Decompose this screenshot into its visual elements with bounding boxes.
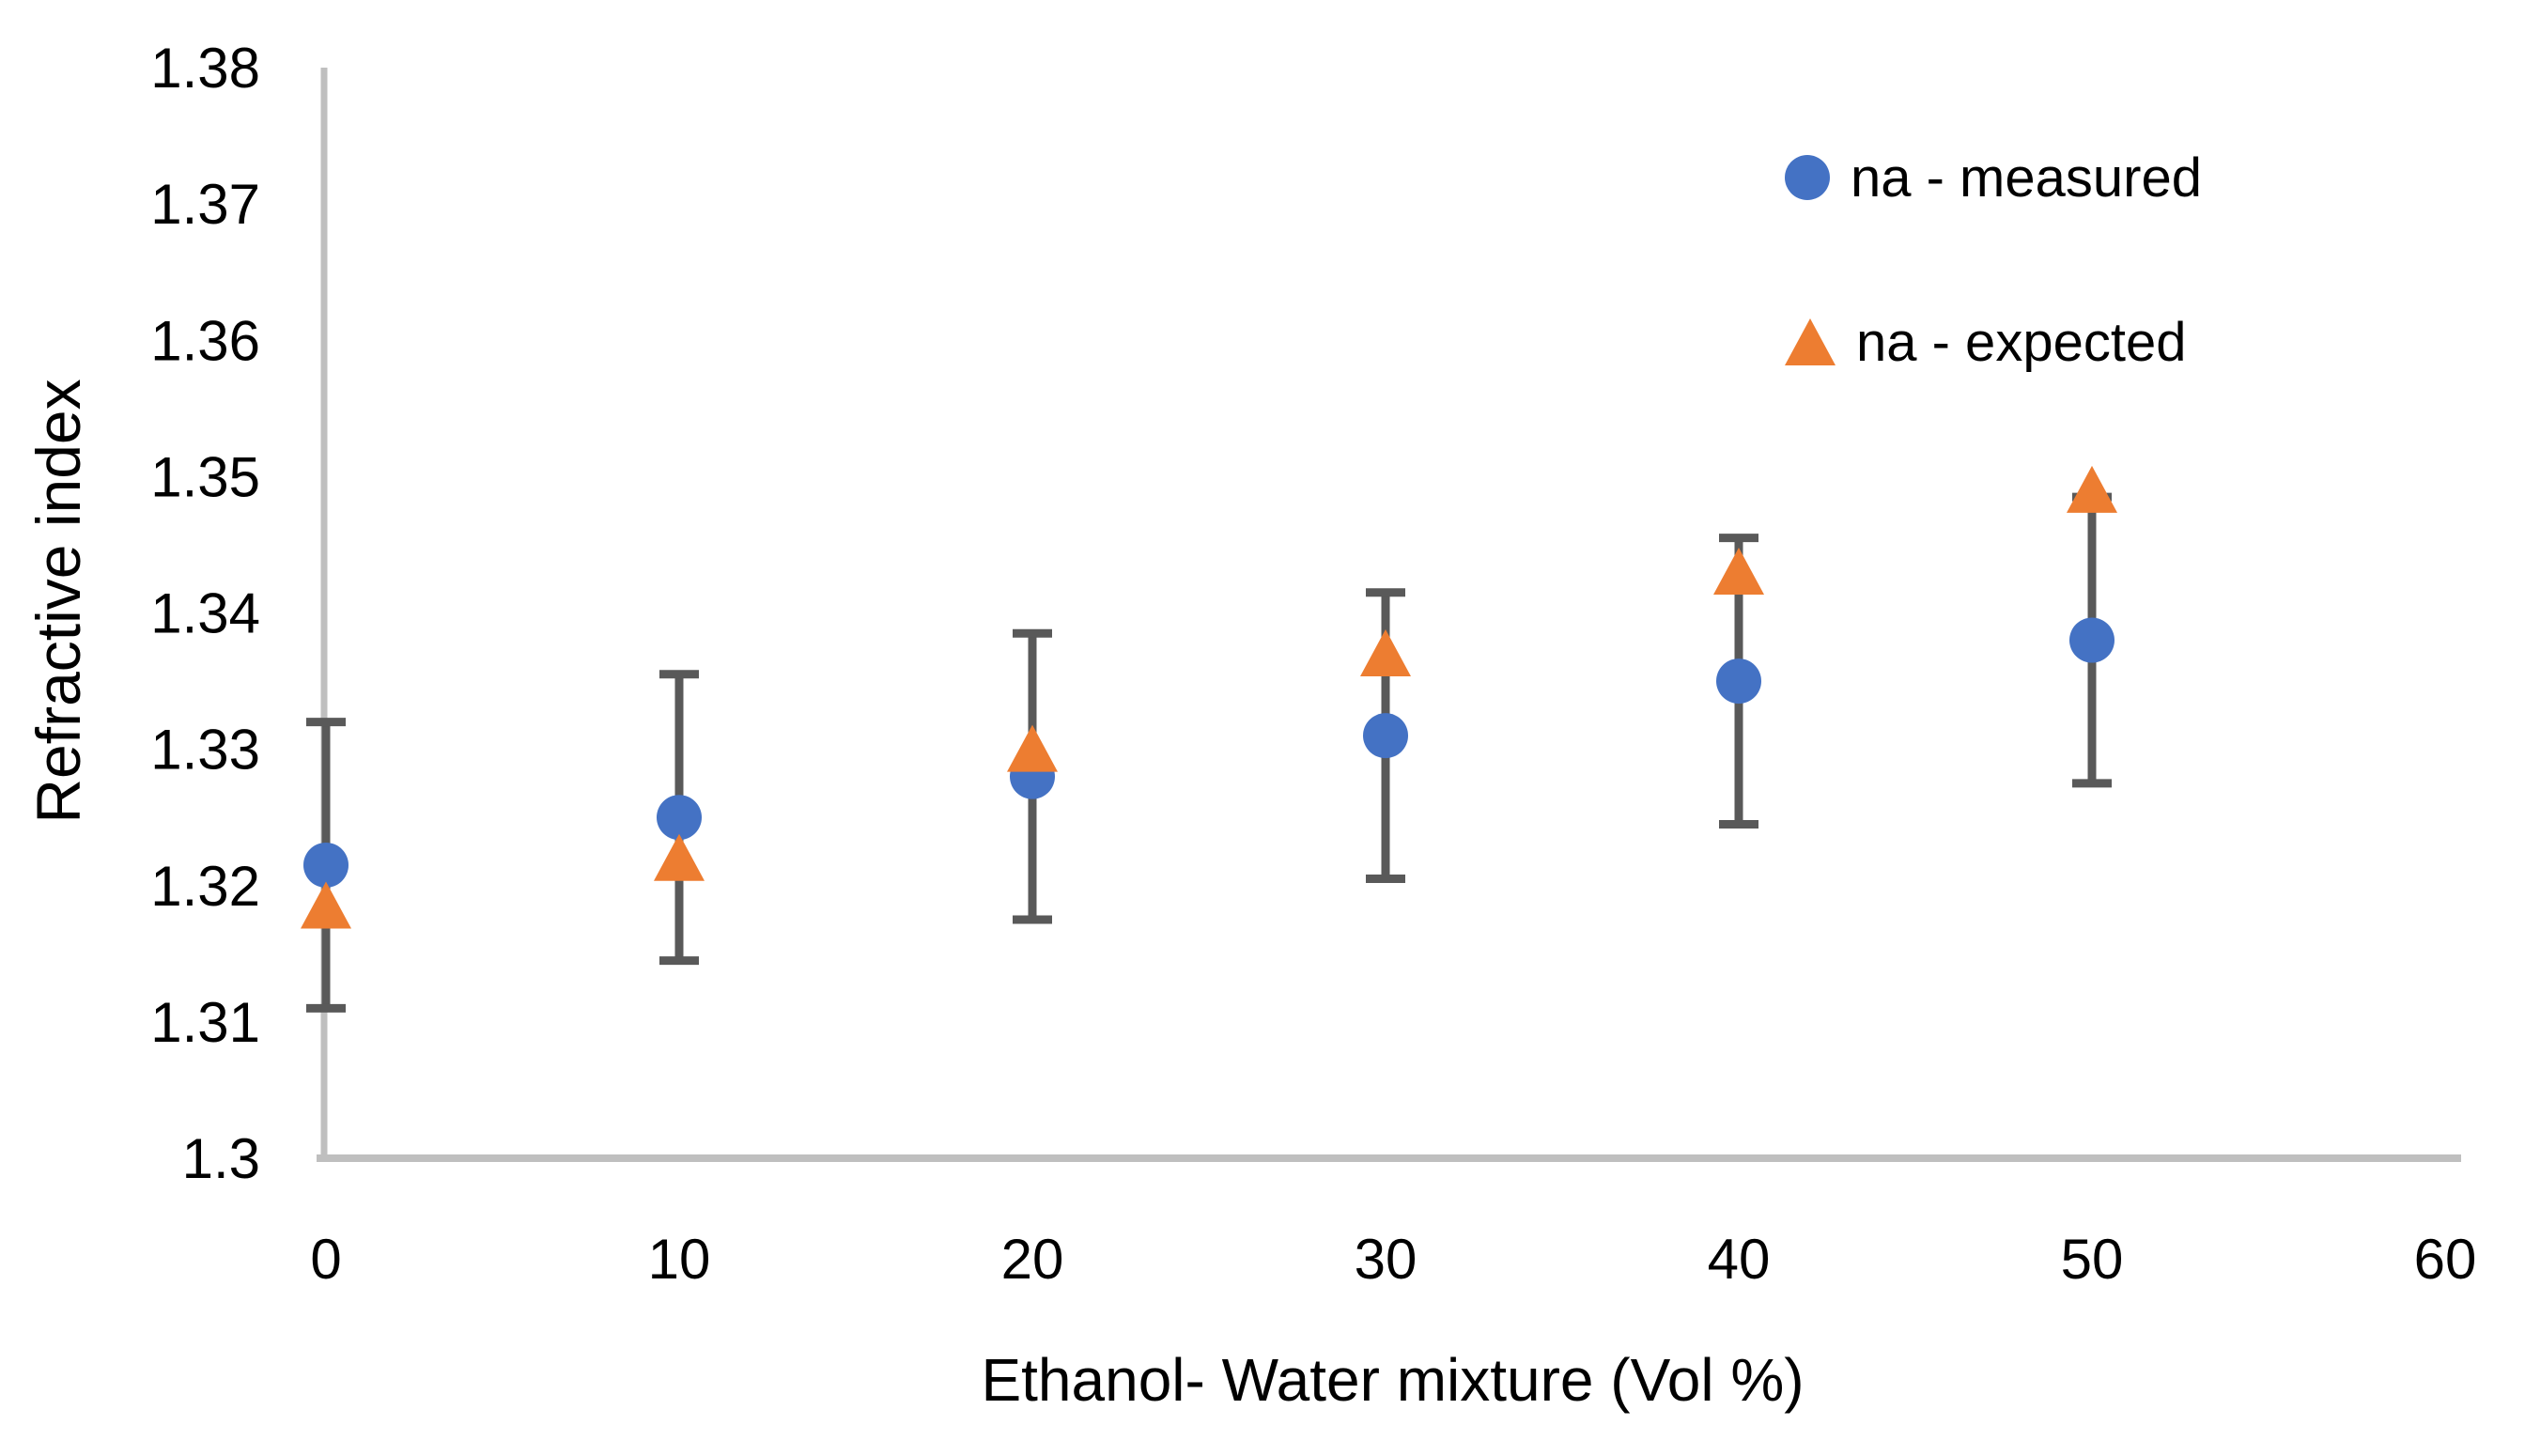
legend-label-expected: na - expected — [1856, 311, 2187, 373]
expected-data-point — [301, 881, 351, 929]
y-tick-label: 1.33 — [150, 719, 260, 782]
y-tick-label: 1.32 — [150, 855, 260, 918]
expected-data-point — [1360, 629, 1411, 677]
expected-data-point — [1713, 547, 1764, 595]
x-tick-label: 30 — [1355, 1228, 1417, 1291]
y-tick-label: 1.38 — [150, 37, 260, 100]
x-tick-label: 50 — [2061, 1228, 2124, 1291]
y-tick-label: 1.37 — [150, 173, 260, 236]
x-tick-label: 10 — [648, 1228, 711, 1291]
legend-item-measured: na - measured — [1785, 141, 2202, 214]
expected-data-point — [654, 833, 705, 881]
x-axis-title: Ethanol- Water mixture (Vol %) — [981, 1346, 1805, 1414]
y-axis-title: Refractive index — [23, 379, 93, 824]
y-tick-label: 1.31 — [150, 991, 260, 1054]
expected-data-point — [1007, 724, 1058, 772]
y-tick-label: 1.36 — [150, 309, 260, 372]
expected-triangle-icon — [1785, 318, 1836, 365]
y-tick-label: 1.35 — [150, 445, 260, 508]
y-tick-label: 1.34 — [150, 582, 260, 645]
measured-data-point — [1716, 658, 1761, 705]
legend: na - measured na - expected — [1785, 141, 2202, 379]
x-tick-label: 40 — [1708, 1228, 1771, 1291]
x-tick-label: 0 — [310, 1228, 341, 1291]
y-tick-label: 1.3 — [182, 1127, 260, 1190]
legend-label-measured: na - measured — [1851, 147, 2202, 209]
measured-data-point — [1363, 713, 1408, 759]
measured-data-point — [657, 795, 702, 841]
measured-data-point — [303, 842, 349, 888]
legend-item-expected: na - expected — [1785, 305, 2202, 379]
expected-data-point — [2067, 465, 2117, 513]
measured-circle-icon — [1785, 155, 1830, 200]
measured-data-point — [2069, 617, 2114, 663]
x-tick-label: 60 — [2414, 1228, 2477, 1291]
x-tick-label: 20 — [1001, 1228, 1064, 1291]
